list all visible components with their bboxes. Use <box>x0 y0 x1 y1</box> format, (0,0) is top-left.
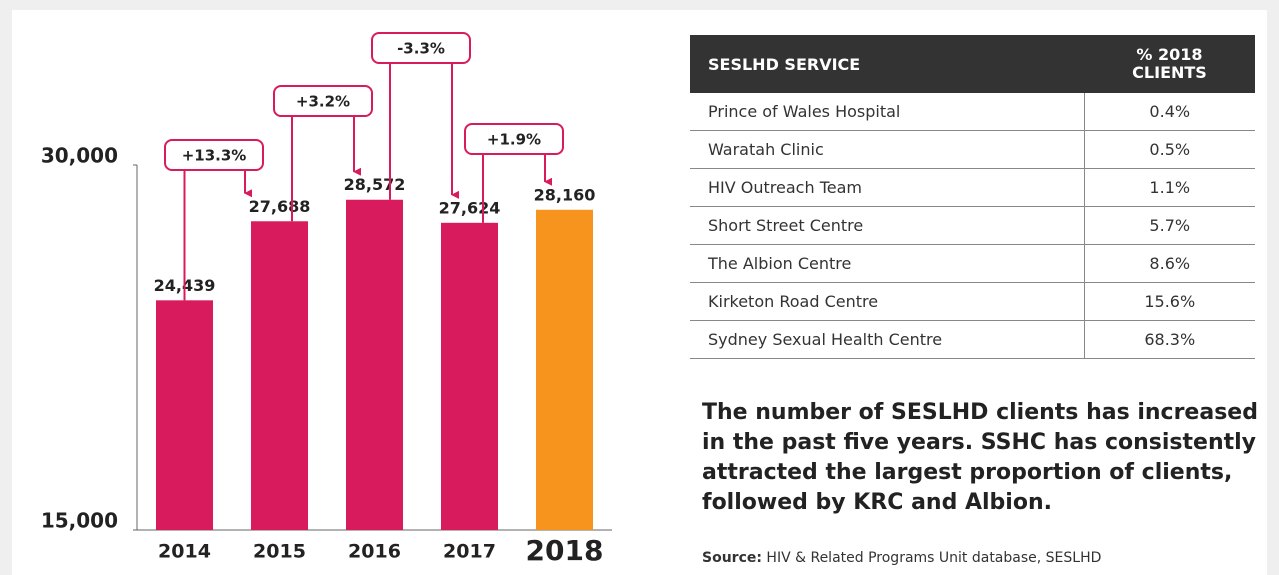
table-cell: 8.6% <box>1083 244 1255 283</box>
table-cell: 0.5% <box>1083 130 1255 169</box>
table-cell: Waratah Clinic <box>690 130 1084 169</box>
table-cell: Sydney Sexual Health Centre <box>690 320 1084 359</box>
table-cell: 0.4% <box>1083 93 1255 131</box>
x-tick-label: 2016 <box>348 541 401 563</box>
bar <box>441 222 498 531</box>
bar <box>251 221 308 530</box>
table-cell: Prince of Wales Hospital <box>690 93 1084 131</box>
table-cell: 68.3% <box>1083 320 1255 359</box>
x-tick-label: 2018 <box>526 534 604 567</box>
change-box <box>164 139 264 171</box>
change-box <box>371 32 471 64</box>
service-table: SESLHD SERVICE % 2018 CLIENTS Prince of … <box>690 35 1255 359</box>
header-cell: SESLHD SERVICE <box>690 35 1084 93</box>
value-label: 27,624 <box>439 198 501 217</box>
bar <box>156 300 213 530</box>
change-label: -3.3% <box>397 40 445 58</box>
x-tick-label: 2015 <box>253 541 306 563</box>
table-row: Prince of Wales Hospital 0.4% <box>690 93 1255 131</box>
bar <box>346 199 403 531</box>
change-box <box>464 123 564 155</box>
y-tick-label: 30,000 <box>41 144 118 168</box>
change-label: +13.3% <box>182 147 247 165</box>
source-label: Source: <box>702 550 762 566</box>
x-tick-label: 2014 <box>158 541 211 563</box>
y-tick-label: 15,000 <box>41 509 118 533</box>
table-cell: HIV Outreach Team <box>690 168 1084 207</box>
change-label: +3.2% <box>296 93 350 111</box>
value-label: 28,160 <box>534 185 596 204</box>
source: Source: HIV & Related Programs Unit data… <box>702 550 1101 566</box>
summary: The number of SESLHD clients has increas… <box>702 400 1258 515</box>
header-row: SESLHD SERVICE % 2018 CLIENTS <box>690 35 1255 93</box>
table-cell: 5.7% <box>1083 206 1255 245</box>
table-row: Waratah Clinic 0.5% <box>690 130 1255 169</box>
table-cell: Short Street Centre <box>690 206 1084 245</box>
table-cell: The Albion Centre <box>690 244 1084 283</box>
x-tick-label: 2017 <box>443 541 496 563</box>
value-label: 27,688 <box>249 197 311 216</box>
table-cell: 1.1% <box>1083 168 1255 207</box>
table-row: Kirketon Road Centre 15.6% <box>690 282 1255 321</box>
table-row: Short Street Centre 5.7% <box>690 206 1255 245</box>
header-cell: % 2018 CLIENTS <box>1084 35 1255 93</box>
change-label: +1.9% <box>487 131 541 149</box>
source-text: HIV & Related Programs Unit database, SE… <box>766 550 1102 566</box>
chart: 15,00030,000201424,439201527,688201628,5… <box>41 32 612 567</box>
bar <box>536 209 593 531</box>
change-box <box>273 85 373 117</box>
value-label: 28,572 <box>344 175 406 194</box>
table-row: HIV Outreach Team 1.1% <box>690 168 1255 207</box>
table-cell: 15.6% <box>1083 282 1255 321</box>
table-row: Sydney Sexual Health Centre 68.3% <box>690 320 1255 359</box>
table-cell: Kirketon Road Centre <box>690 282 1084 321</box>
table-row: The Albion Centre 8.6% <box>690 244 1255 283</box>
